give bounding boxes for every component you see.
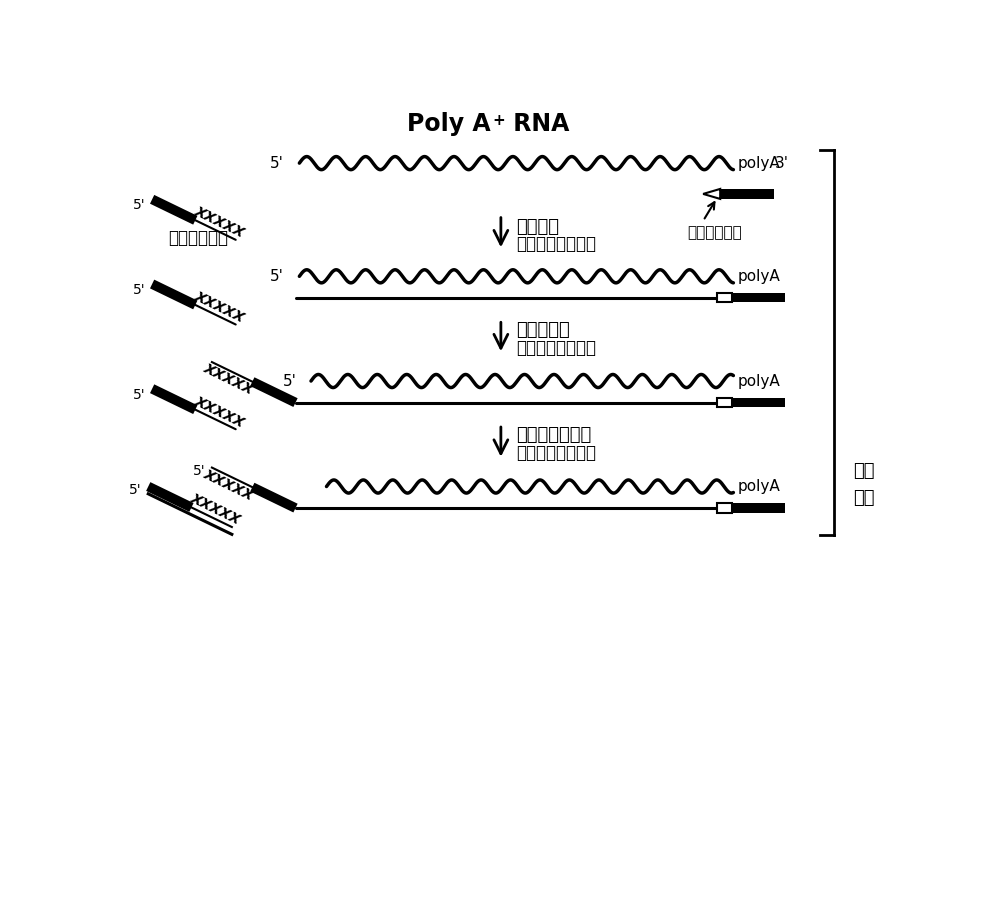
Bar: [717, 398, 732, 407]
Text: XXXXX: XXXXX: [188, 492, 243, 528]
Bar: [720, 189, 774, 198]
Text: XXXXX: XXXXX: [192, 394, 246, 430]
Text: 一锹合成: 一锹合成: [516, 218, 559, 236]
Text: （反转录醂活性）: （反转录醂活性）: [516, 444, 596, 462]
Text: （反转录醂活性）: （反转录醂活性）: [516, 339, 596, 357]
Text: 3': 3': [774, 156, 788, 171]
Text: 5': 5': [133, 388, 146, 402]
Bar: [733, 503, 785, 512]
Text: XXXXX: XXXXX: [192, 204, 246, 241]
Bar: [733, 398, 785, 407]
Bar: [717, 503, 732, 512]
Text: 5': 5': [133, 198, 146, 212]
Bar: [733, 294, 785, 303]
Text: 模版转换引物: 模版转换引物: [169, 229, 229, 246]
Text: 末端加碘基: 末端加碘基: [516, 321, 570, 340]
Text: Poly A: Poly A: [407, 112, 491, 136]
Text: XXXXX: XXXXX: [201, 362, 256, 398]
Text: 5': 5': [270, 156, 284, 171]
Text: 模版转换并延伸: 模版转换并延伸: [516, 426, 592, 444]
Text: ｜反转录引物: ｜反转录引物: [688, 225, 742, 240]
Text: （反转录醂活性）: （反转录醂活性）: [516, 235, 596, 253]
Text: +: +: [492, 114, 505, 128]
Text: polyA: polyA: [737, 374, 780, 389]
Text: XXXXX: XXXXX: [201, 467, 256, 503]
Text: 一步: 一步: [854, 462, 875, 480]
Text: polyA: polyA: [737, 269, 780, 283]
FancyArrow shape: [703, 189, 720, 199]
Text: polyA: polyA: [737, 479, 780, 494]
Text: 5': 5': [133, 283, 146, 297]
Text: polyA: polyA: [737, 156, 780, 171]
Text: RNA: RNA: [505, 112, 569, 136]
Text: 5': 5': [129, 484, 142, 497]
Bar: [717, 294, 732, 303]
Text: 完成: 完成: [854, 489, 875, 507]
Text: 5': 5': [283, 374, 297, 389]
Text: 5': 5': [193, 464, 206, 478]
Text: 5': 5': [270, 269, 284, 283]
Text: XXXXX: XXXXX: [192, 289, 246, 325]
